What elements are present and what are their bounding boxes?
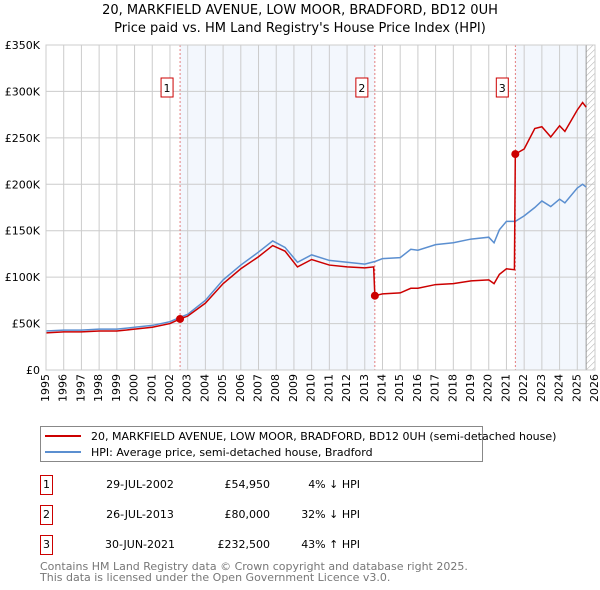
x-tick-label: 2014 bbox=[375, 374, 388, 402]
sale-row: 1 29-JUL-2002 £54,950 4% ↓ HPI bbox=[40, 475, 600, 495]
x-tick-label: 1995 bbox=[39, 374, 52, 402]
y-tick-label: £300K bbox=[5, 85, 41, 98]
sale-price: £232,500 bbox=[217, 538, 271, 551]
legend-swatch-red bbox=[45, 435, 81, 437]
shaded-period bbox=[180, 45, 375, 370]
x-tick-label: 2006 bbox=[234, 374, 247, 402]
x-tick-label: 2021 bbox=[499, 374, 512, 402]
x-tick-label: 2005 bbox=[216, 374, 229, 402]
x-tick-label: 2015 bbox=[393, 374, 406, 402]
sale-point bbox=[176, 314, 185, 323]
y-tick-label: £250K bbox=[5, 132, 41, 145]
legend-swatch-blue bbox=[45, 451, 81, 453]
x-tick-label: 2011 bbox=[322, 374, 335, 402]
sale-hpi-diff: 4% ↓ HPI bbox=[308, 478, 360, 491]
legend-label: 20, MARKFIELD AVENUE, LOW MOOR, BRADFORD… bbox=[91, 429, 557, 443]
footer-line-2: This data is licensed under the Open Gov… bbox=[40, 571, 391, 584]
sale-label-box bbox=[355, 77, 369, 98]
x-tick-label: 2025 bbox=[570, 374, 583, 402]
legend-item-hpi: HPI: Average price, semi-detached house,… bbox=[41, 444, 373, 460]
sale-label: 2 bbox=[358, 82, 365, 95]
x-tick-label: 2023 bbox=[535, 374, 548, 402]
x-tick-label: 2010 bbox=[305, 374, 318, 402]
chart-subtitle: Price paid vs. HM Land Registry's House … bbox=[114, 21, 486, 36]
hatch bbox=[586, 306, 595, 317]
plot-area: 1995 1996 1997 1998 1999 2000 2001 2002 2003 2004… bbox=[5, 39, 600, 402]
sale-date: 30-JUN-2021 bbox=[104, 538, 176, 551]
x-tick-label: 2003 bbox=[181, 374, 194, 402]
x-tick-label: 2001 bbox=[145, 374, 158, 402]
x-tick-label: 2012 bbox=[340, 374, 353, 402]
sale-price: £80,000 bbox=[224, 508, 271, 521]
y-tick-label: £0 bbox=[26, 364, 40, 377]
y-tick-label: £150K bbox=[5, 225, 41, 238]
hpi-line bbox=[45, 183, 587, 332]
plot-border bbox=[45, 44, 596, 371]
y-tick-label: £100K bbox=[5, 271, 41, 284]
x-tick-label: 2020 bbox=[482, 374, 495, 402]
x-tick-label: 1998 bbox=[92, 374, 105, 402]
x-tick-label: 2000 bbox=[128, 374, 141, 402]
y-tick-label: £350K bbox=[5, 39, 41, 52]
legend: 20, MARKFIELD AVENUE, LOW MOOR, BRADFORD… bbox=[40, 426, 556, 462]
x-tick-label: 2017 bbox=[429, 374, 442, 402]
sale-number: 1 bbox=[40, 475, 53, 495]
y-tick-label: £50K bbox=[12, 318, 41, 331]
x-tick-label: 2019 bbox=[464, 374, 477, 402]
sale-number: 3 bbox=[40, 535, 53, 555]
footer-line-1: Contains HM Land Registry data © Crown c… bbox=[40, 560, 468, 573]
x-tick-label: 1999 bbox=[110, 374, 123, 402]
x-tick-label: 2007 bbox=[252, 374, 265, 402]
sale-number: 2 bbox=[40, 505, 53, 525]
x-tick-label: 2016 bbox=[411, 374, 424, 402]
sale-date: 26-JUL-2013 bbox=[106, 508, 174, 521]
legend-item-property: 20, MARKFIELD AVENUE, LOW MOOR, BRADFORD… bbox=[41, 428, 556, 444]
hatch bbox=[586, 90, 595, 101]
x-tick-label: 2008 bbox=[269, 374, 282, 402]
hatch bbox=[586, 360, 595, 370]
x-tick-label: 2018 bbox=[446, 374, 459, 402]
sale-label-box bbox=[160, 77, 174, 98]
chart-title: 20, MARKFIELD AVENUE, LOW MOOR, BRADFORD… bbox=[102, 3, 498, 18]
sale-label: 3 bbox=[499, 82, 506, 95]
x-tick-label: 2009 bbox=[287, 374, 300, 402]
sale-label-box bbox=[495, 77, 509, 98]
shaded-period bbox=[515, 45, 587, 370]
hatch bbox=[586, 198, 595, 209]
x-tick-label: 2002 bbox=[163, 374, 176, 402]
x-tick-label: 1997 bbox=[74, 374, 87, 402]
sale-price: £54,950 bbox=[224, 478, 271, 491]
sale-hpi-diff: 43% ↑ HPI bbox=[301, 538, 360, 551]
x-tick-label: 2024 bbox=[553, 374, 566, 402]
sale-hpi-diff: 32% ↓ HPI bbox=[301, 508, 360, 521]
sale-date: 29-JUL-2002 bbox=[106, 478, 174, 491]
sale-point bbox=[511, 150, 520, 159]
x-tick-label: 2004 bbox=[198, 374, 211, 402]
legend-label: HPI: Average price, semi-detached house,… bbox=[91, 445, 373, 459]
sale-row: 3 30-JUN-2021 £232,500 43% ↑ HPI bbox=[40, 535, 600, 555]
hatch bbox=[586, 312, 595, 323]
sale-row: 2 26-JUL-2013 £80,000 32% ↓ HPI bbox=[40, 505, 600, 525]
footer: Contains HM Land Registry data © Crown c… bbox=[40, 561, 468, 583]
x-tick-label: 2026 bbox=[588, 374, 600, 402]
x-tick-label: 2013 bbox=[358, 374, 371, 402]
x-tick-label: 1996 bbox=[57, 374, 70, 402]
y-tick-label: £200K bbox=[5, 178, 41, 191]
sale-label: 1 bbox=[164, 82, 171, 95]
sale-point bbox=[370, 291, 379, 300]
x-tick-label: 2022 bbox=[517, 374, 530, 402]
